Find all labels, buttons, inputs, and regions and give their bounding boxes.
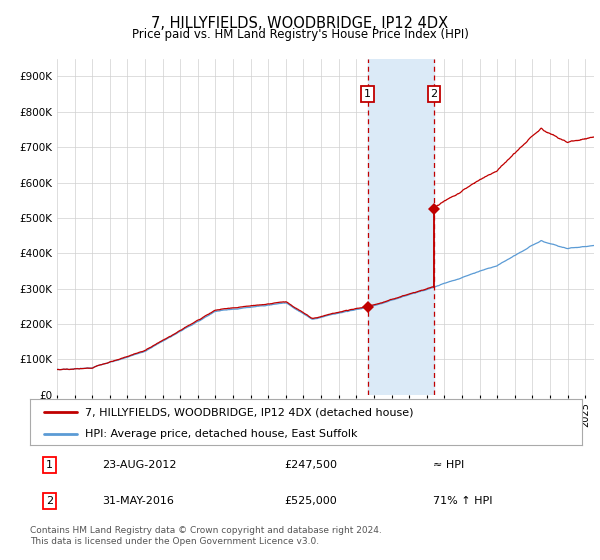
Text: 7, HILLYFIELDS, WOODBRIDGE, IP12 4DX: 7, HILLYFIELDS, WOODBRIDGE, IP12 4DX bbox=[151, 16, 449, 31]
Text: £247,500: £247,500 bbox=[284, 460, 337, 470]
Text: 1: 1 bbox=[364, 89, 371, 99]
Text: ≈ HPI: ≈ HPI bbox=[433, 460, 464, 470]
Text: Price paid vs. HM Land Registry's House Price Index (HPI): Price paid vs. HM Land Registry's House … bbox=[131, 28, 469, 41]
Text: 71% ↑ HPI: 71% ↑ HPI bbox=[433, 496, 493, 506]
Text: HPI: Average price, detached house, East Suffolk: HPI: Average price, detached house, East… bbox=[85, 429, 358, 438]
Text: 23-AUG-2012: 23-AUG-2012 bbox=[102, 460, 176, 470]
Text: £525,000: £525,000 bbox=[284, 496, 337, 506]
Text: 1: 1 bbox=[46, 460, 53, 470]
Text: 2: 2 bbox=[46, 496, 53, 506]
Text: 31-MAY-2016: 31-MAY-2016 bbox=[102, 496, 173, 506]
Text: 2: 2 bbox=[430, 89, 437, 99]
Bar bbox=[368, 59, 434, 395]
Text: Contains HM Land Registry data © Crown copyright and database right 2024.
This d: Contains HM Land Registry data © Crown c… bbox=[30, 526, 382, 546]
Text: 7, HILLYFIELDS, WOODBRIDGE, IP12 4DX (detached house): 7, HILLYFIELDS, WOODBRIDGE, IP12 4DX (de… bbox=[85, 407, 414, 417]
